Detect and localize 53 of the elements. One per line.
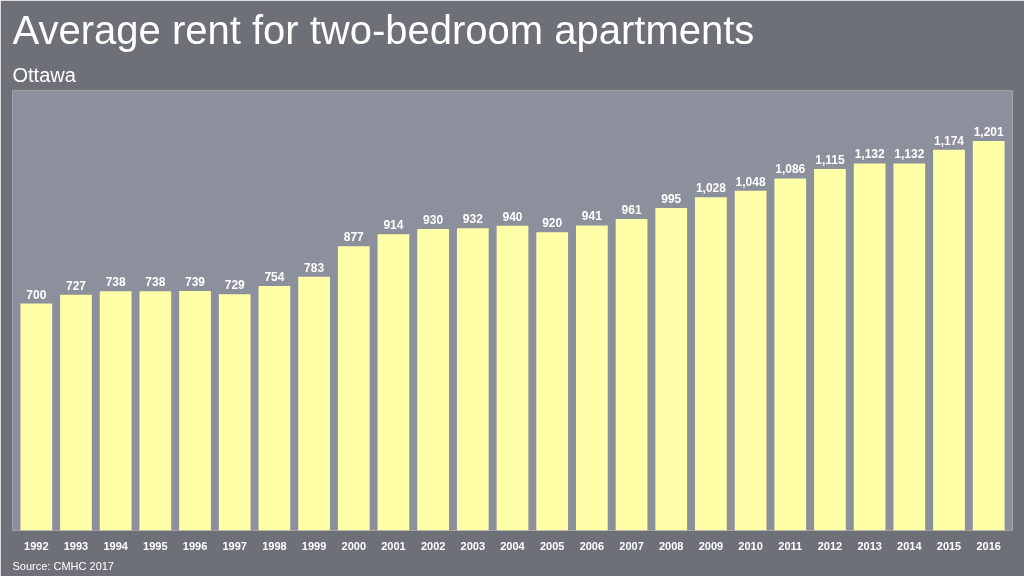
x-tick-label: 2016 (976, 539, 1001, 552)
data-label: 995 (661, 191, 682, 206)
x-tick-label: 1994 (103, 539, 129, 552)
data-label: 739 (185, 274, 206, 289)
data-label: 920 (542, 216, 563, 231)
data-label: 930 (423, 212, 444, 227)
data-label: 914 (383, 218, 404, 233)
data-label: 1,201 (973, 125, 1005, 140)
data-label: 1,174 (933, 133, 965, 148)
x-tick-label: 1993 (63, 539, 89, 552)
x-tick-label: 2009 (698, 539, 724, 552)
x-tick-label: 2000 (341, 539, 367, 552)
data-label: 1,115 (815, 153, 845, 167)
data-label: 940 (502, 209, 523, 224)
data-label: 877 (343, 230, 365, 245)
chart-subtitle: Ottawa (12, 63, 77, 86)
x-tick-label: 2001 (381, 539, 406, 552)
data-label: 727 (65, 278, 87, 293)
data-label: 932 (462, 212, 484, 227)
data-label: 738 (145, 275, 166, 290)
data-label: 961 (621, 202, 642, 217)
x-tick-label: 2010 (738, 539, 763, 552)
x-tick-label: 2012 (817, 539, 843, 552)
x-tick-label: 2011 (778, 539, 803, 552)
data-label: 700 (26, 287, 47, 302)
x-tick-label: 2005 (539, 539, 565, 552)
source-note: Source: CMHC 2017 (12, 559, 114, 572)
x-tick-label: 2007 (619, 539, 644, 552)
x-tick-label: 2008 (658, 539, 684, 552)
x-tick-label: 2004 (500, 539, 526, 552)
x-tick-label: 1997 (222, 539, 247, 552)
x-tick-label: 1999 (301, 539, 327, 552)
x-tick-label: 1992 (24, 539, 49, 552)
data-label: 738 (105, 275, 127, 290)
x-tick-label: 2014 (897, 539, 923, 552)
x-tick-label: 2013 (857, 539, 882, 552)
chart-title: Average rent for two-bedroom apartments (12, 7, 755, 52)
x-tick-label: 1996 (182, 539, 208, 552)
data-label: 729 (224, 278, 246, 293)
x-tick-label: 2003 (460, 539, 486, 552)
x-tick-label: 2006 (579, 539, 605, 552)
data-label: 1,132 (894, 147, 925, 162)
data-label: 1,048 (735, 174, 766, 189)
data-label: 1,028 (695, 181, 727, 196)
data-label: 1,132 (854, 147, 885, 162)
x-tick-label: 1995 (143, 539, 168, 552)
data-label: 941 (581, 209, 603, 224)
x-tick-label: 2015 (936, 539, 962, 552)
data-label: 754 (264, 270, 285, 285)
data-label: 783 (304, 260, 325, 275)
x-tick-label: 1998 (262, 539, 287, 552)
x-tick-label: 2002 (420, 539, 446, 552)
data-label: 1,086 (775, 162, 806, 177)
